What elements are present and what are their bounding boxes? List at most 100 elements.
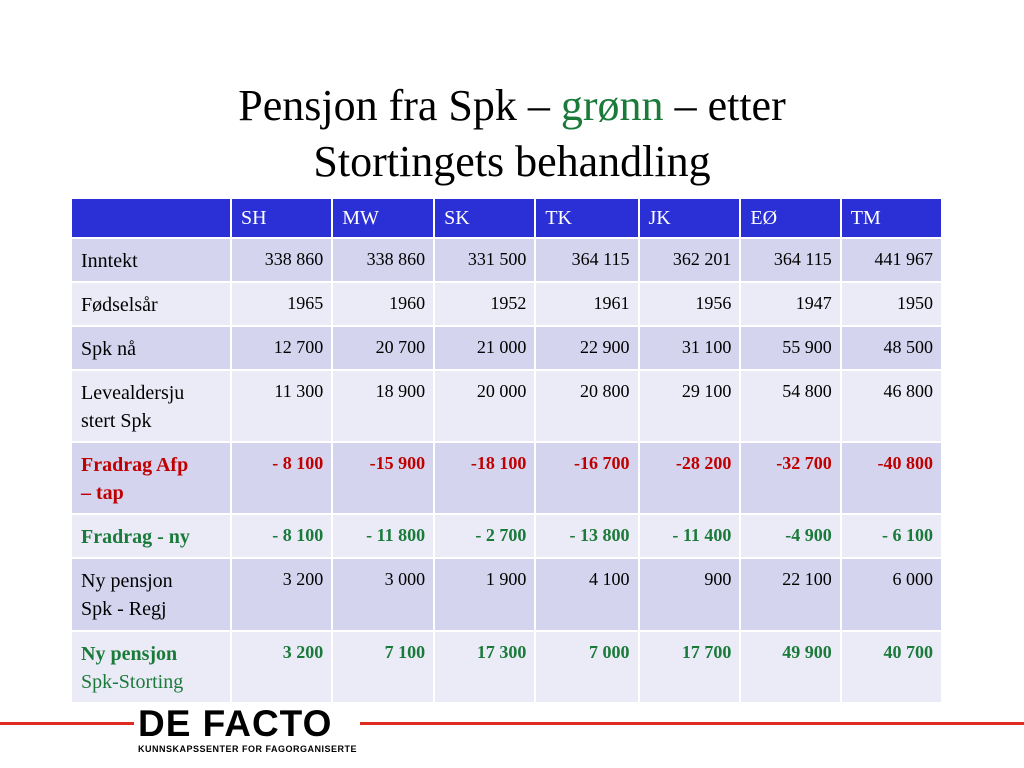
row-label: Fødselsår <box>70 281 232 327</box>
table-cell: 338 860 <box>331 237 436 283</box>
footer-red-line-left <box>0 722 140 725</box>
table-row-ny-pensjon-storting: Ny pensjon Spk-Storting 3 200 7 100 17 30… <box>70 630 944 704</box>
table-cell: -18 100 <box>433 441 537 515</box>
row-label-line-1: Ny pensjon <box>81 643 178 665</box>
row-label-line-2: Spk-Storting <box>81 671 184 693</box>
table-cell: - 8 100 <box>229 513 334 559</box>
table-cell: 17 300 <box>433 630 537 704</box>
table-cell: 1960 <box>331 281 436 327</box>
table-cell: 1956 <box>637 281 742 327</box>
table-row-fodselsar: Fødselsår 1965 1960 1952 1961 1956 1947 … <box>70 281 944 327</box>
de-facto-logo: DE FACTO KUNNSKAPSSENTER FOR FAGORGANISE… <box>134 704 364 756</box>
table-row-inntekt: Inntekt 338 860 338 860 331 500 364 115 … <box>70 237 944 283</box>
table-cell: 6 000 <box>839 557 944 632</box>
column-header: TK <box>534 197 640 239</box>
table-cell: - 13 800 <box>534 513 640 559</box>
row-label: Fradrag Afp – tap <box>70 441 232 515</box>
table-cell: 362 201 <box>637 237 742 283</box>
table-cell: 1952 <box>433 281 537 327</box>
table-cell: 17 700 <box>637 630 742 704</box>
logo-wordmark: DE FACTO <box>134 704 337 744</box>
row-label: Inntekt <box>70 237 232 283</box>
title-line-1: Pensjon fra Spk – grønn – etter <box>0 78 1024 134</box>
table-cell: 31 100 <box>637 325 742 371</box>
table-header-row: SH MW SK TK JK EØ TM <box>70 197 944 239</box>
table-cell: -40 800 <box>839 441 944 515</box>
row-label-line-2: Spk - Regj <box>81 598 167 620</box>
slide-title: Pensjon fra Spk – grønn – etter Storting… <box>0 78 1024 190</box>
table-cell: 11 300 <box>229 369 334 443</box>
table-cell: - 8 100 <box>229 441 334 515</box>
table-cell: 3 000 <box>331 557 436 632</box>
row-label-line-1: Ny pensjon <box>81 570 173 592</box>
table-cell: 1950 <box>839 281 944 327</box>
table-cell: 29 100 <box>637 369 742 443</box>
table-cell: 1947 <box>739 281 842 327</box>
row-label: Levealdersju stert Spk <box>70 369 232 443</box>
header-corner-cell <box>70 197 232 239</box>
column-header: EØ <box>739 197 842 239</box>
table-cell: 331 500 <box>433 237 537 283</box>
table-row-spk-na: Spk nå 12 700 20 700 21 000 22 900 31 10… <box>70 325 944 371</box>
table-row-fradrag-ny: Fradrag - ny - 8 100 - 11 800 - 2 700 - … <box>70 513 944 559</box>
table-row-ny-pensjon-regj: Ny pensjon Spk - Regj 3 200 3 000 1 900 4… <box>70 557 944 632</box>
row-label: Spk nå <box>70 325 232 371</box>
table-cell: 1965 <box>229 281 334 327</box>
table-cell: 364 115 <box>534 237 640 283</box>
table-cell: 21 000 <box>433 325 537 371</box>
table-cell: 49 900 <box>739 630 842 704</box>
table-cell: 22 100 <box>739 557 842 632</box>
row-label: Ny pensjon Spk - Regj <box>70 557 232 632</box>
table-cell: 20 800 <box>534 369 640 443</box>
title-highlight: grønn <box>560 81 664 130</box>
table-cell: 3 200 <box>229 630 334 704</box>
table-cell: 22 900 <box>534 325 640 371</box>
table-cell: 55 900 <box>739 325 842 371</box>
table-cell: 441 967 <box>839 237 944 283</box>
table-cell: 900 <box>637 557 742 632</box>
row-label-line-1: Fradrag Afp <box>81 454 189 476</box>
table-cell: 54 800 <box>739 369 842 443</box>
table-cell: 3 200 <box>229 557 334 632</box>
table-row-fradrag-afp: Fradrag Afp – tap - 8 100 -15 900 -18 100… <box>70 441 944 515</box>
column-header: SK <box>433 197 537 239</box>
logo-tagline: KUNNSKAPSSENTER FOR FAGORGANISERTE <box>138 744 358 754</box>
row-label-line-1: Levealdersju <box>81 382 185 404</box>
table-cell: -4 900 <box>739 513 842 559</box>
table-cell: 18 900 <box>331 369 436 443</box>
table-cell: - 6 100 <box>839 513 944 559</box>
table-cell: 1 900 <box>433 557 537 632</box>
table-cell: 48 500 <box>839 325 944 371</box>
table-cell: 1961 <box>534 281 640 327</box>
column-header: SH <box>229 197 334 239</box>
table-cell: 7 000 <box>534 630 640 704</box>
table-cell: -32 700 <box>739 441 842 515</box>
column-header: TM <box>839 197 944 239</box>
table-cell: 4 100 <box>534 557 640 632</box>
table-cell: 46 800 <box>839 369 944 443</box>
table-cell: 7 100 <box>331 630 436 704</box>
column-header: JK <box>637 197 742 239</box>
table-cell: -16 700 <box>534 441 640 515</box>
footer-red-line-right <box>360 722 1024 725</box>
table-cell: - 11 400 <box>637 513 742 559</box>
title-line-2: Stortingets behandling <box>313 137 711 186</box>
table-row-levealdersjustert: Levealdersju stert Spk 11 300 18 900 20 0… <box>70 369 944 443</box>
title-text-1: Pensjon fra Spk – <box>238 81 561 130</box>
row-label-line-2: stert Spk <box>81 410 152 432</box>
table-cell: 40 700 <box>839 630 944 704</box>
row-label: Fradrag - ny <box>70 513 232 559</box>
table-cell: 12 700 <box>229 325 334 371</box>
table-cell: 364 115 <box>739 237 842 283</box>
column-header: MW <box>331 197 436 239</box>
table-cell: -28 200 <box>637 441 742 515</box>
table-cell: 338 860 <box>229 237 334 283</box>
table-cell: 20 700 <box>331 325 436 371</box>
title-text-2: – etter <box>663 81 786 130</box>
row-label: Ny pensjon Spk-Storting <box>70 630 232 704</box>
table-cell: 20 000 <box>433 369 537 443</box>
row-label-line-2: – tap <box>81 482 124 504</box>
table-cell: - 2 700 <box>433 513 537 559</box>
table-cell: - 11 800 <box>331 513 436 559</box>
pension-table: SH MW SK TK JK EØ TM Inntekt 338 860 338… <box>70 197 944 704</box>
